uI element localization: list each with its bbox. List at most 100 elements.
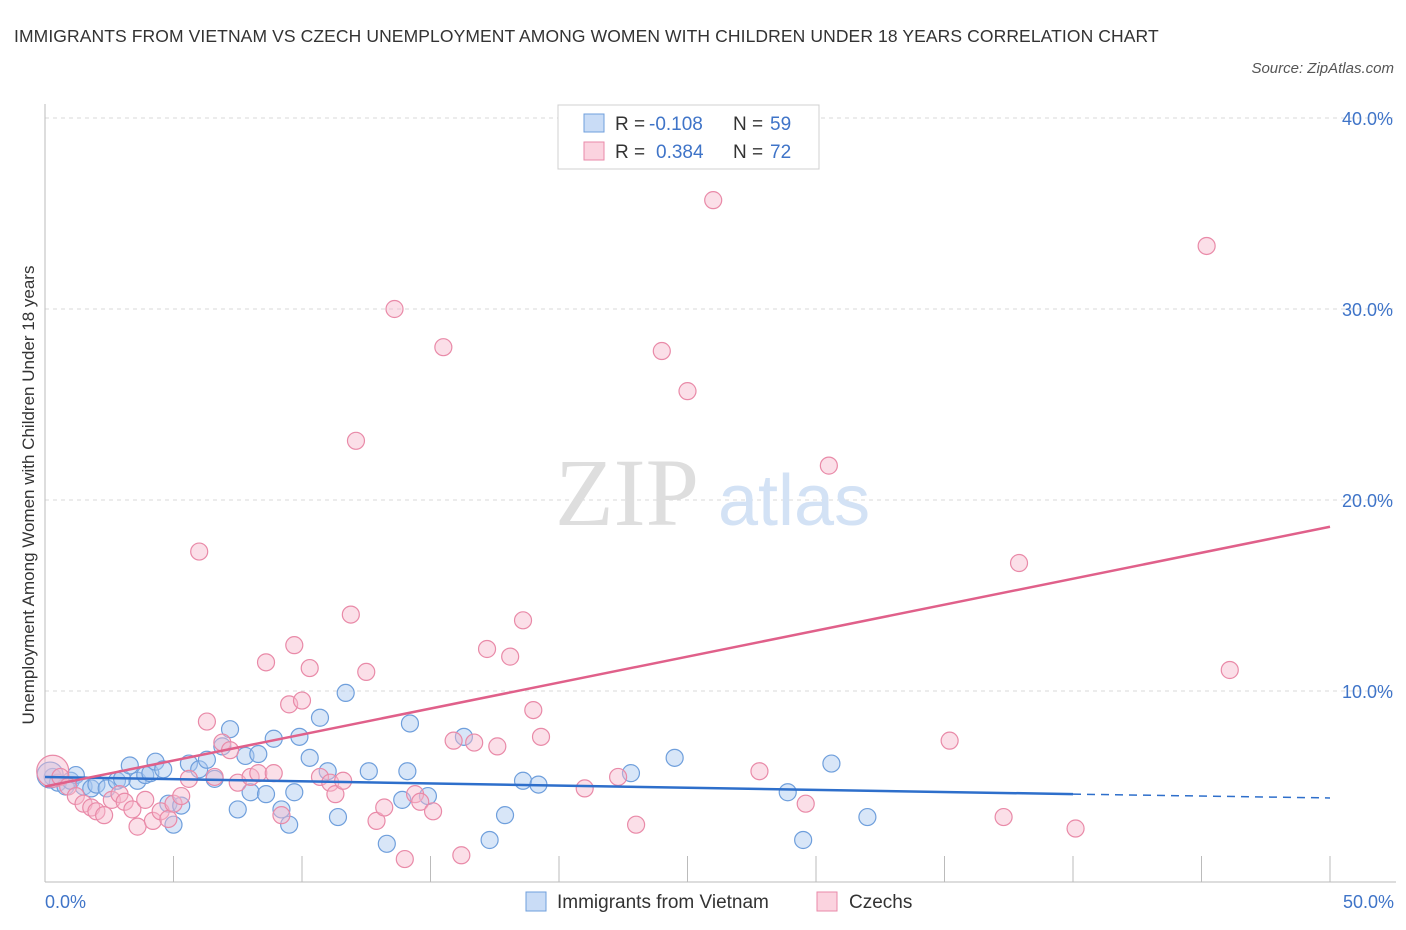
point-vietnam: [336, 683, 355, 703]
series-vietnam-points: [36, 683, 877, 853]
point-vietnam: [858, 807, 877, 827]
point-czechs: [272, 806, 291, 825]
point-czechs: [434, 338, 453, 357]
point-czechs: [488, 737, 507, 756]
point-vietnam: [249, 744, 268, 764]
point-vietnam: [272, 800, 291, 819]
point-czechs: [249, 764, 268, 783]
legend-bottom: Immigrants from Vietnam Czechs: [525, 891, 912, 913]
point-czechs: [115, 792, 134, 811]
point-czechs: [704, 191, 723, 210]
point-czechs: [465, 733, 484, 752]
legend-pink-n-value: 72: [770, 142, 791, 163]
tick-labels: 10.0% 20.0% 30.0% 40.0% 0.0% 50.0%: [45, 109, 1394, 912]
chart-title: IMMIGRANTS FROM VIETNAM VS CZECH UNEMPLO…: [14, 26, 1159, 46]
point-czechs: [819, 456, 838, 475]
point-vietnam: [228, 800, 247, 819]
point-czechs: [524, 700, 543, 720]
watermark-atlas: atlas: [718, 461, 870, 541]
point-czechs: [341, 605, 360, 624]
point-vietnam: [822, 754, 841, 773]
point-czechs: [1197, 236, 1216, 256]
point-vietnam: [398, 762, 417, 781]
point-czechs: [95, 806, 114, 825]
point-czechs: [652, 341, 671, 361]
point-vietnam: [285, 783, 304, 802]
point-vietnam: [377, 834, 396, 853]
point-czechs: [513, 611, 533, 630]
point-czechs: [940, 731, 959, 750]
point-czechs: [326, 785, 345, 804]
legend-bottom-blue-label: Immigrants from Vietnam: [557, 892, 769, 913]
point-czechs: [1220, 660, 1239, 680]
point-czechs: [1009, 553, 1029, 573]
legend-pink-r-label: R =: [615, 142, 645, 163]
legend-pink-n-label: N =: [733, 142, 763, 163]
y-tick-label: 10.0%: [1342, 682, 1393, 702]
point-czechs: [264, 764, 283, 783]
point-vietnam: [480, 830, 499, 850]
point-czechs: [357, 662, 376, 682]
point-czechs: [375, 798, 394, 817]
point-vietnam: [513, 771, 533, 790]
legend-blue-n-value: 59: [770, 114, 791, 135]
legend-pink-swatch: [583, 141, 605, 161]
y-tick-label: 20.0%: [1342, 491, 1393, 511]
point-vietnam: [665, 748, 684, 767]
trend-line-vietnam-extension: [1072, 793, 1331, 799]
series-czechs-points: [36, 191, 1239, 869]
trend-lines: [44, 525, 1331, 799]
x-tick-label: 0.0%: [45, 892, 86, 912]
point-czechs: [423, 802, 443, 821]
point-czechs: [444, 731, 463, 750]
point-vietnam: [328, 807, 348, 827]
point-czechs: [994, 807, 1013, 827]
point-czechs: [367, 811, 386, 830]
y-tick-label: 30.0%: [1342, 300, 1393, 320]
point-vietnam: [241, 783, 260, 802]
point-vietnam: [454, 727, 474, 746]
point-czechs: [575, 779, 594, 798]
source-label: Source: ZipAtlas.com: [1251, 60, 1394, 77]
point-czechs: [501, 647, 520, 666]
point-vietnam: [300, 748, 319, 767]
point-czechs: [136, 790, 155, 809]
point-czechs: [678, 382, 697, 401]
point-czechs: [164, 794, 183, 813]
point-vietnam: [280, 815, 299, 834]
point-vietnam: [778, 783, 797, 802]
watermark: ZIP atlas: [555, 439, 870, 546]
legend-bottom-blue-swatch: [525, 891, 547, 912]
axes: [44, 104, 1396, 883]
point-czechs: [395, 849, 414, 869]
point-czechs: [123, 800, 142, 819]
point-czechs: [346, 431, 366, 450]
point-czechs: [36, 754, 70, 788]
point-czechs: [796, 794, 815, 813]
point-vietnam: [164, 815, 183, 834]
point-czechs: [300, 658, 319, 678]
trend-line-czechs: [44, 525, 1331, 788]
legend-blue-r-value: -0.108: [649, 114, 703, 135]
legend-blue-swatch: [583, 113, 605, 133]
x-tick-label: 50.0%: [1343, 892, 1394, 912]
point-czechs: [172, 786, 191, 806]
point-vietnam: [359, 762, 378, 781]
point-vietnam: [220, 720, 240, 739]
point-czechs: [190, 542, 209, 561]
point-czechs: [411, 792, 430, 811]
point-czechs: [205, 767, 224, 787]
legend-bottom-pink-label: Czechs: [849, 892, 912, 913]
point-czechs: [256, 653, 276, 672]
point-czechs: [477, 639, 497, 659]
point-vietnam: [256, 785, 276, 804]
y-axis-label: Unemployment Among Women with Children U…: [19, 266, 38, 725]
point-czechs: [128, 817, 147, 836]
trend-line-vietnam: [44, 775, 1074, 796]
point-czechs: [159, 809, 178, 829]
legend-blue-r-label: R =: [615, 114, 645, 135]
point-czechs: [609, 767, 628, 787]
point-czechs: [143, 811, 163, 830]
point-czechs: [750, 762, 769, 781]
